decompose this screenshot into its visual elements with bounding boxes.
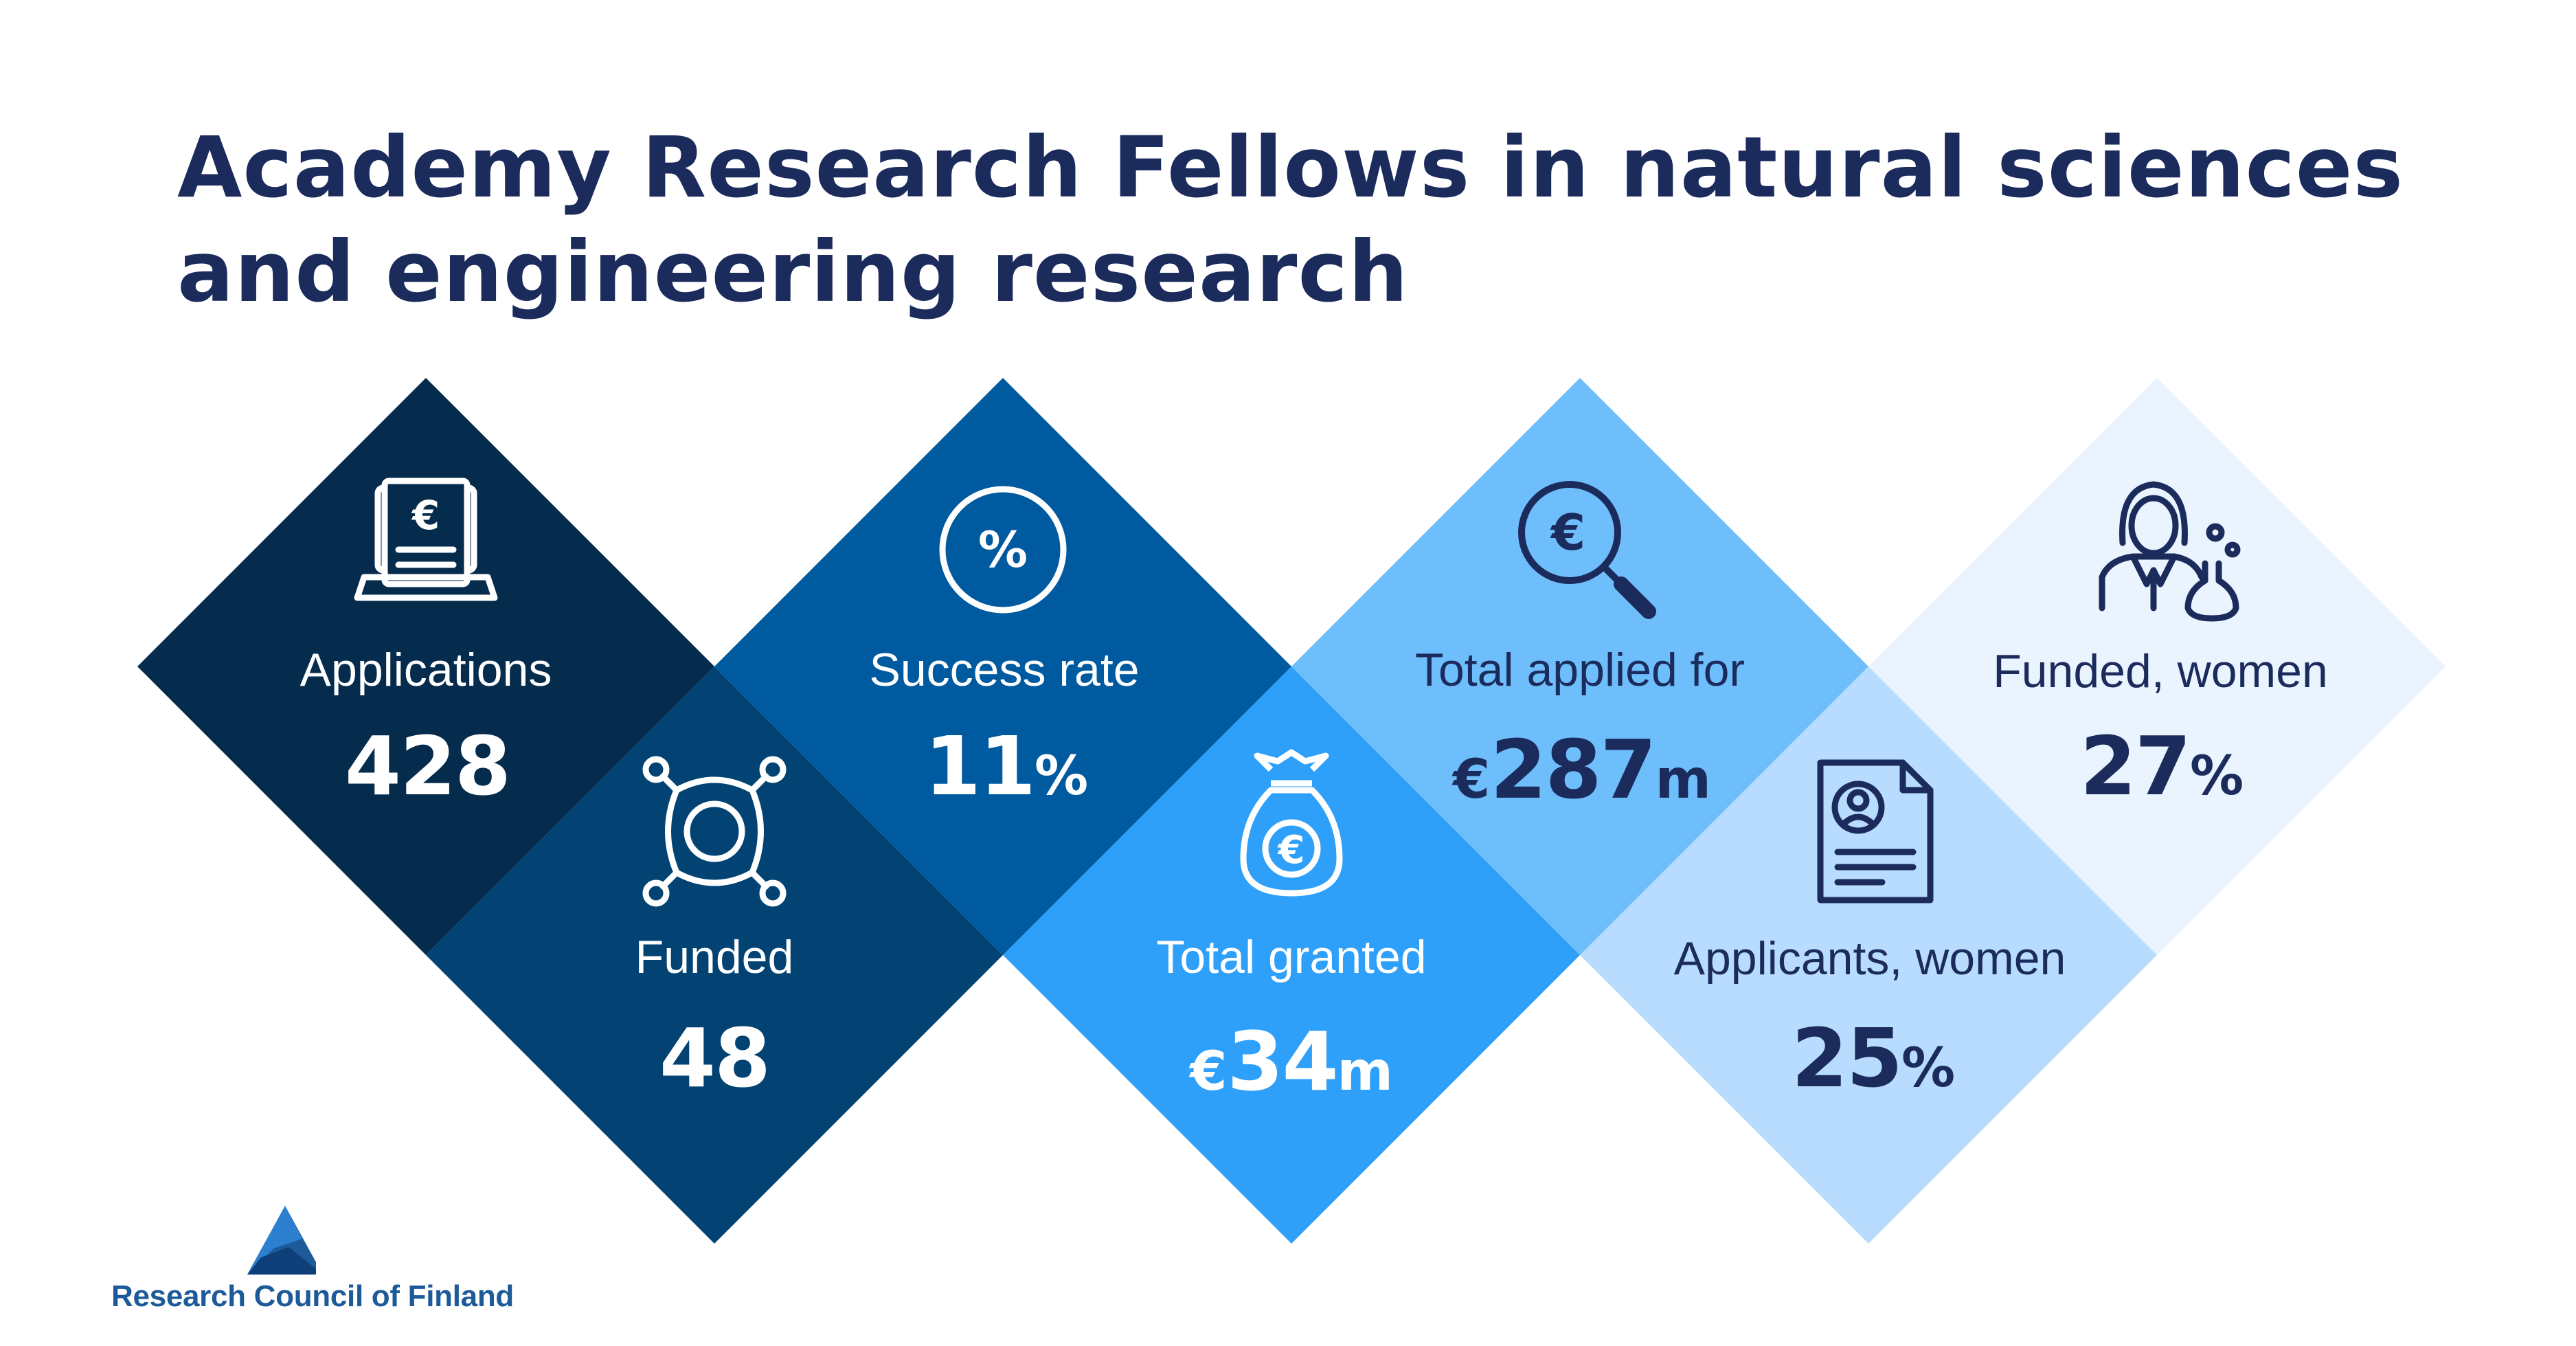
funded-women-unit: % (2190, 745, 2244, 807)
svg-text:€: € (1277, 828, 1305, 873)
applicants-women-label: Applicants, women (1673, 932, 2066, 985)
diamond-applications (137, 378, 714, 955)
logo-text: Research Council of Finland (111, 1279, 514, 1313)
title-line-1: Academy Research Fellows in natural scie… (177, 119, 2404, 216)
success-rate-number: 11 (924, 719, 1036, 814)
total-granted-prefix: € (1190, 1041, 1228, 1103)
applicants-women-number: 25 (1791, 1011, 1903, 1106)
applications-value: 428 (344, 719, 511, 814)
money-bag-euro-icon: € (1240, 749, 1343, 897)
applications-label: Applications (300, 644, 552, 696)
svg-text:€: € (1550, 504, 1585, 561)
page-title: Academy Research Fellows in natural scie… (177, 115, 2404, 324)
svg-text:€: € (411, 492, 440, 539)
funded-value: 48 (659, 1011, 771, 1106)
svg-text:%: % (978, 521, 1028, 579)
success-rate-label: Success rate (869, 644, 1140, 696)
woman-scientist-icon (2099, 481, 2241, 622)
percent-circle-icon: % (939, 486, 1067, 614)
funded-label: Funded (635, 931, 794, 983)
magnifier-euro-icon: € (1518, 481, 1656, 619)
total-applied-unit: m (1655, 749, 1711, 811)
funded-women-value: 27% (2080, 721, 2244, 821)
total-applied-value: €287m (1453, 725, 1711, 825)
applicants-women-unit: % (1901, 1037, 1956, 1099)
overlap-applications-funded (426, 522, 714, 811)
total-granted-value: €34m (1190, 1017, 1393, 1117)
funded-number: 48 (659, 1011, 771, 1106)
laptop-euro-document-icon: € (354, 478, 498, 601)
total-applied-number: 287 (1490, 722, 1656, 817)
total-applied-prefix: € (1453, 749, 1491, 811)
mountain-triangle-logo-icon (247, 1206, 316, 1275)
title-line-2: and engineering research (177, 223, 1409, 321)
success-rate-value: 11% (925, 721, 1088, 821)
applicants-women-value: 25% (1792, 1013, 1955, 1113)
funded-women-number: 27 (2079, 719, 2191, 814)
total-granted-label: Total granted (1156, 931, 1427, 983)
total-applied-label: Total applied for (1414, 644, 1745, 696)
funded-women-label: Funded, women (1993, 645, 2328, 697)
resume-document-icon (1817, 759, 1934, 904)
network-hub-icon (642, 756, 787, 907)
total-granted-number: 34 (1227, 1014, 1338, 1109)
applications-number: 428 (344, 719, 511, 814)
success-rate-unit: % (1035, 745, 1089, 807)
total-granted-unit: m (1337, 1041, 1393, 1103)
